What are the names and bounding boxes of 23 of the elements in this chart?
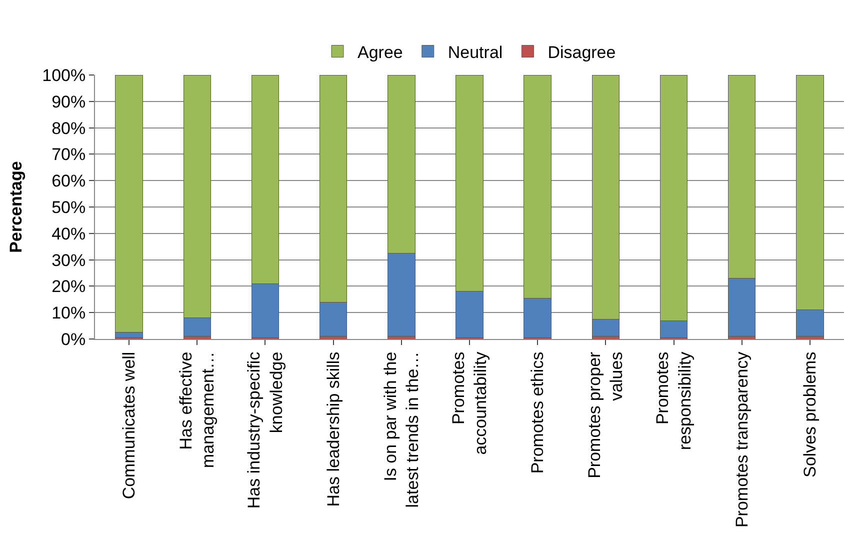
x-tick-label: Promotes ethics bbox=[528, 352, 548, 474]
x-tick-label: Promotes proper values bbox=[585, 351, 626, 478]
legend-label: Disagree bbox=[548, 42, 616, 62]
y-tick-label: 20% bbox=[52, 277, 86, 296]
x-tick-label: Solves problems bbox=[800, 352, 820, 478]
y-tick-label: 30% bbox=[52, 250, 86, 270]
y-tick-label: 40% bbox=[52, 224, 86, 244]
y-tick-label: 80% bbox=[52, 118, 86, 138]
y-tick-label: 100% bbox=[42, 66, 86, 85]
y-tick-label: 60% bbox=[52, 172, 86, 191]
y-tick-label: 10% bbox=[52, 304, 86, 323]
x-tick-label: Has effective management… bbox=[176, 352, 218, 468]
y-tick-label: 0% bbox=[61, 330, 86, 349]
legend-label: Agree bbox=[358, 42, 403, 62]
x-tick-label: Communicates well bbox=[120, 352, 139, 500]
y-tick-label: 50% bbox=[52, 198, 86, 217]
x-tick-label: Has leadership skills bbox=[324, 352, 343, 507]
x-tick-label: Promotes transparency bbox=[732, 351, 752, 528]
legend-label: Neutral bbox=[448, 42, 503, 62]
x-tick-label: Is on par with the latest trends in the… bbox=[380, 352, 422, 508]
y-tick-label: 70% bbox=[52, 145, 86, 164]
y-axis-title: Percentage bbox=[6, 161, 26, 253]
y-tick-label: 90% bbox=[52, 92, 86, 112]
